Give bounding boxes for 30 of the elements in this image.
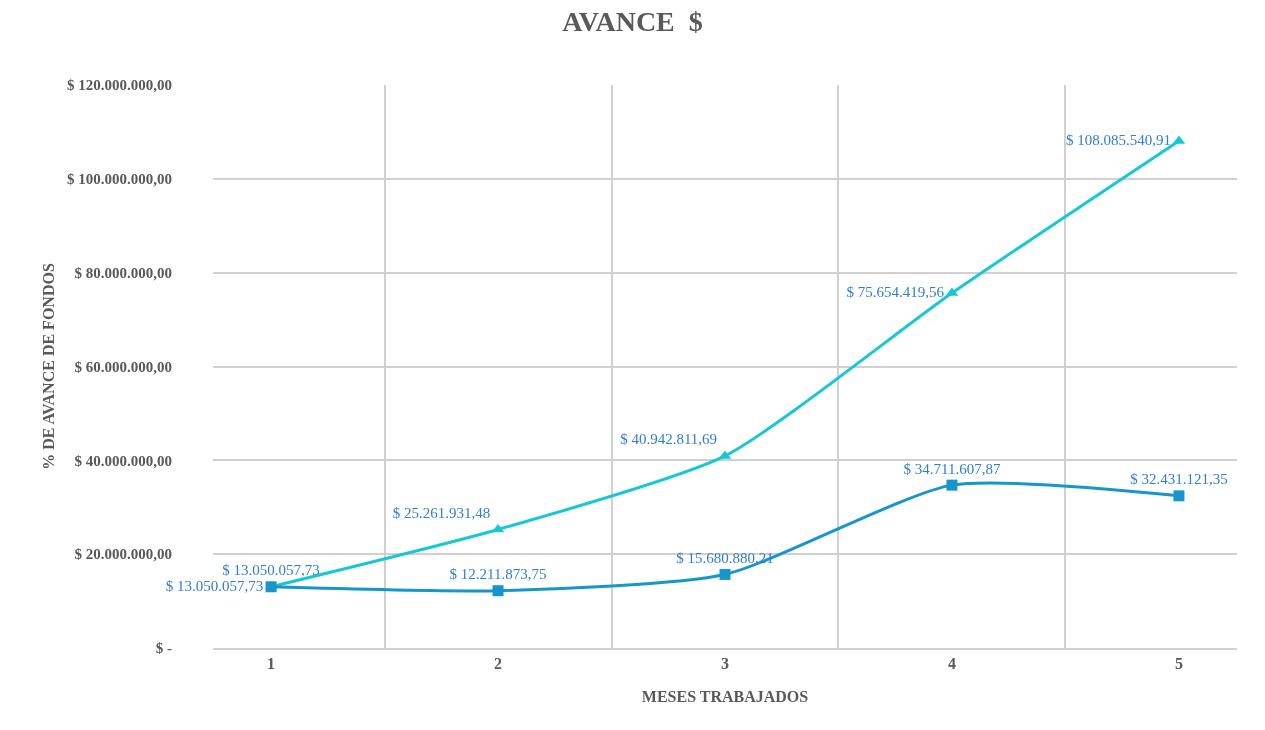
point (946, 479, 958, 491)
data-label: $ 25.261.931,48 (392, 504, 491, 521)
point (719, 568, 731, 580)
data-label: $ 15.680.880,21 (676, 549, 774, 566)
data-label: $ 40.942.811,69 (620, 431, 718, 448)
data-label: $ 34.711.607,87 (903, 460, 1001, 477)
chart-title: AVANCE $ (562, 5, 703, 37)
y-tick-label: $ 100.000.000,00 (67, 171, 172, 188)
data-label: $ 12.211.873,75 (449, 566, 547, 583)
point (491, 523, 505, 533)
x-tick-label: 5 (1174, 654, 1183, 672)
y-tick-label: $ 120.000.000,00 (67, 77, 172, 94)
y-axis-title: % DE AVANCE DE FONDOS (39, 263, 57, 470)
y-tick-label: $ 80.000.000,00 (74, 264, 172, 281)
data-label: $ 13.050.057,73 (165, 577, 264, 594)
x-tick-label: 1 (267, 654, 276, 672)
x-axis-title: MESES TRABAJADOS (641, 688, 809, 706)
data-label: $ 108.085.540,91 (1066, 131, 1172, 148)
x-tick-label: 2 (494, 654, 503, 672)
data-label: $ 75.654.419,56 (846, 283, 945, 300)
point (1173, 490, 1185, 502)
x-tick-label: 3 (721, 654, 729, 672)
y-tick-label: $ 60.000.000,00 (74, 358, 172, 375)
point (492, 585, 504, 597)
y-tick-label: $ - (155, 640, 172, 657)
x-tick-label: 4 (947, 654, 956, 672)
y-tick-label: $ 40.000.000,00 (74, 452, 172, 469)
y-tick-label: $ 20.000.000,00 (74, 546, 172, 563)
data-label: $ 32.431.121,35 (1130, 471, 1228, 488)
data-label: $ 13.050.057,73 (222, 562, 320, 579)
